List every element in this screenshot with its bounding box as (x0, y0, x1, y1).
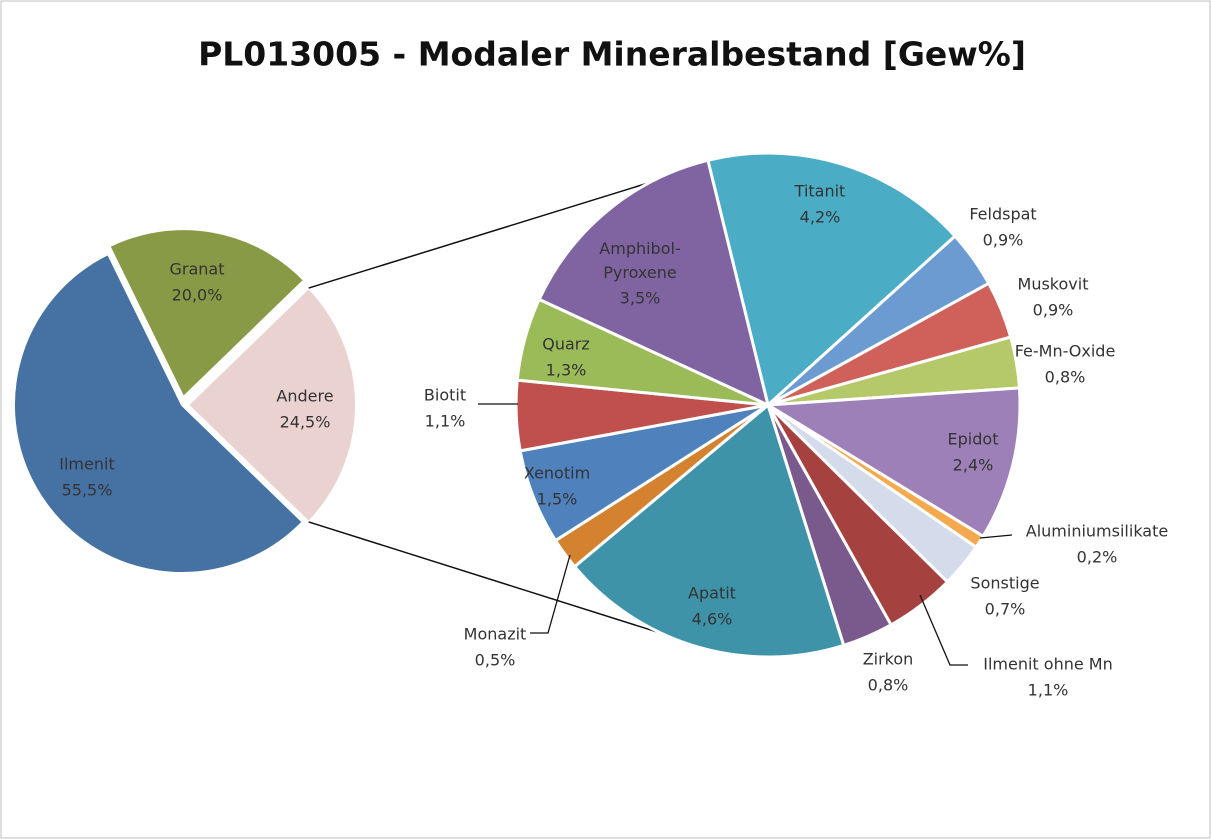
slice-label: Zirkon (863, 650, 914, 669)
slice-value-label: 2,4% (953, 456, 994, 475)
slice-value-label: 0,5% (475, 651, 516, 670)
slice-label: Monazit (464, 625, 527, 644)
slice-value-label: 1,1% (1028, 681, 1069, 700)
chart-title: PL013005 - Modaler Mineralbestand [Gew%] (198, 35, 1026, 74)
pie-slice (572, 402, 846, 659)
leader-line (919, 594, 968, 666)
slice-label: Andere (276, 387, 333, 406)
slice-value-label: 3,5% (620, 289, 661, 308)
slice-label: Quarz (542, 335, 590, 354)
slice-label: Biotit (424, 386, 466, 405)
slice-value-label: 4,2% (800, 208, 841, 227)
slice-label: Sonstige (970, 574, 1039, 593)
slice-label: Apatit (688, 584, 736, 603)
slice-value-label: 0,7% (985, 600, 1026, 619)
slice-label: Granat (170, 260, 225, 279)
slice-label: Fe-Mn-Oxide (1015, 342, 1116, 361)
leader-line (530, 554, 571, 634)
slice-label: Aluminiumsilikate (1026, 522, 1168, 541)
pie-slice (537, 158, 771, 408)
pie-slice (706, 151, 958, 408)
leader-line (979, 534, 1013, 539)
slice-value-label: 20,0% (172, 286, 223, 305)
slice-value-label: 0,8% (1045, 368, 1086, 387)
slice-value-label: 4,6% (692, 610, 733, 629)
slice-value-label: 1,5% (537, 490, 578, 509)
connector-line (308, 181, 650, 289)
pie-slice (13, 252, 305, 574)
slice-label: Ilmenit (59, 455, 114, 474)
slice-label: Amphibol-Pyroxene (599, 239, 680, 282)
slice-value-label: 0,9% (1033, 301, 1074, 320)
slice-value-label: 55,5% (62, 481, 113, 500)
slice-label: Feldspat (969, 205, 1036, 224)
slice-value-label: 1,1% (425, 412, 466, 431)
slice-value-label: 0,2% (1077, 548, 1118, 567)
slice-label: Titanit (794, 182, 846, 201)
slice-value-label: 1,3% (546, 361, 587, 380)
slice-label: Muskovit (1018, 275, 1089, 294)
slice-value-label: 0,9% (983, 231, 1024, 250)
pie-slice (763, 386, 1022, 539)
pie-slice (186, 286, 357, 524)
slice-label: Ilmenit ohne Mn (983, 655, 1112, 674)
slice-label: Xenotim (524, 464, 590, 483)
pie-slice (108, 228, 306, 399)
slice-value-label: 0,8% (868, 676, 909, 695)
slice-value-label: 24,5% (280, 413, 331, 432)
slice-label: Epidot (948, 430, 999, 449)
